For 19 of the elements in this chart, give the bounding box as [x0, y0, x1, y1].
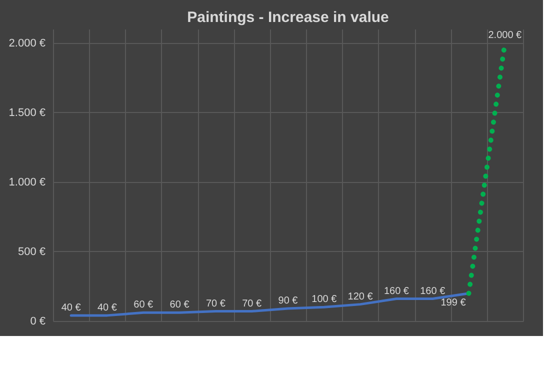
data-label: 160 € [384, 286, 410, 297]
y-tick-label: 2.000 € [8, 37, 46, 50]
data-label: 120 € [348, 291, 374, 302]
data-label: 60 € [170, 300, 190, 311]
data-label: 100 € [312, 294, 338, 306]
data-label: 2.000 € [488, 30, 522, 41]
y-tick-label: 1.000 € [8, 176, 46, 188]
y-tick-label: 0 € [30, 316, 46, 328]
y-tick-label: 1.500 € [8, 106, 46, 119]
data-label: 40 € [61, 302, 82, 314]
data-label: 40 € [97, 302, 118, 314]
data-label: 199 € [440, 297, 466, 308]
y-tick-label: 500 € [18, 246, 46, 258]
data-label: 160 € [420, 286, 446, 297]
data-label: 90 € [278, 295, 298, 306]
chart-title: Paintings - Increase in value [187, 9, 389, 26]
data-label: 70 € [242, 298, 262, 310]
data-label: 60 € [134, 300, 154, 311]
data-label: 70 € [206, 298, 226, 310]
